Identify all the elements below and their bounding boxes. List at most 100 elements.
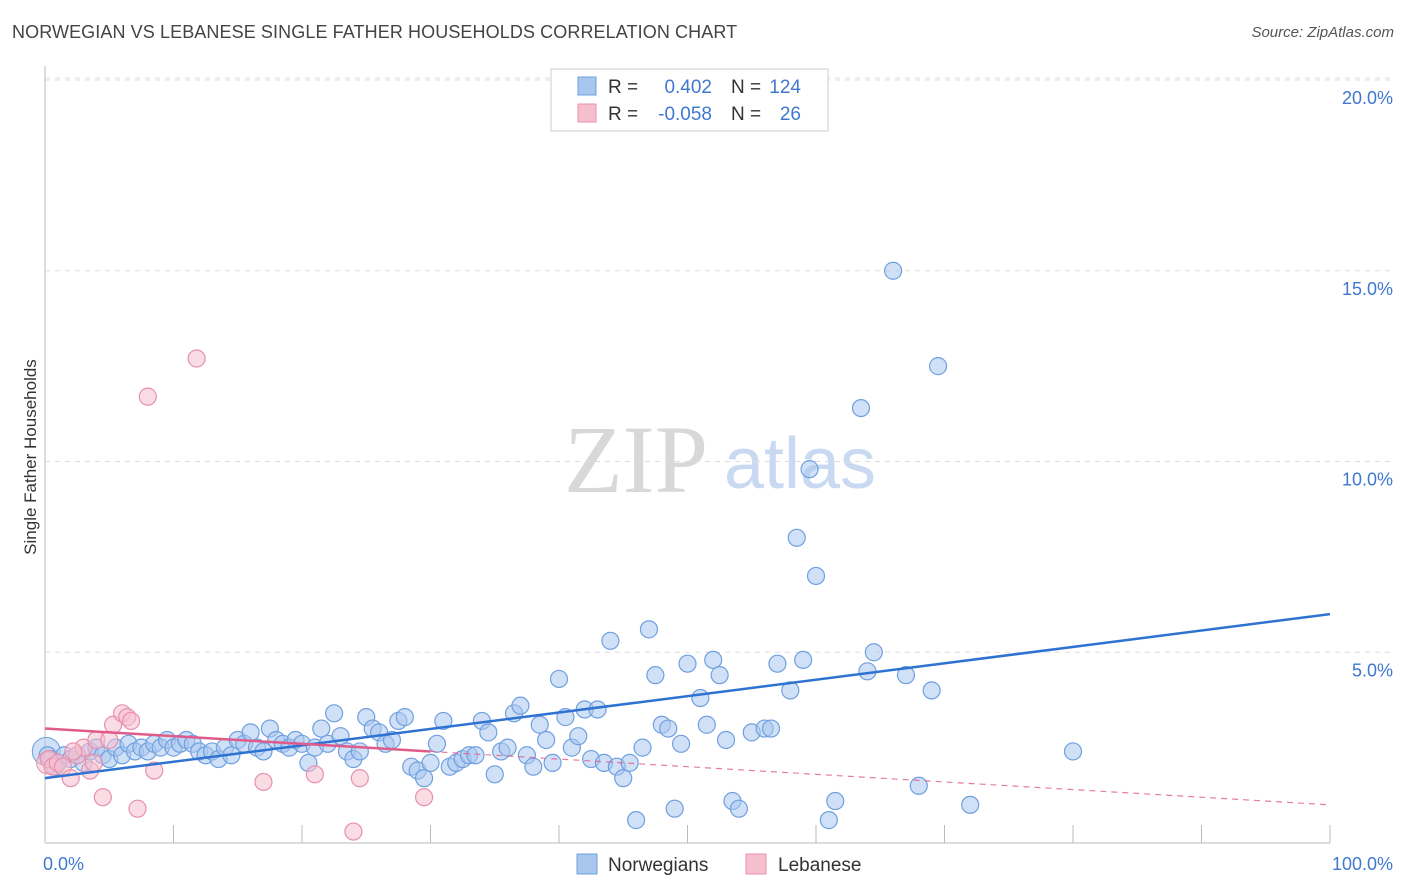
point-lebanese-21 xyxy=(344,822,363,841)
point-norwegians-123 xyxy=(896,666,916,685)
point-norwegians-61 xyxy=(427,734,447,753)
point-norwegians-88 xyxy=(601,631,620,650)
point-norwegians-114 xyxy=(794,650,813,669)
point-lebanese-25 xyxy=(84,753,103,772)
legend-r-value-2: -0.058 xyxy=(658,104,712,125)
point-lebanese-16 xyxy=(145,761,164,780)
point-norwegians-101 xyxy=(691,688,710,708)
series-legend: Norwegians Lebanese xyxy=(576,853,861,876)
point-norwegians-67 xyxy=(466,746,485,765)
point-norwegians-95 xyxy=(646,666,665,685)
series-legend-swatch-lebanese xyxy=(745,853,767,875)
point-norwegians-72 xyxy=(498,738,517,757)
point-lebanese-14 xyxy=(121,711,141,731)
legend-n-value-2: 26 xyxy=(780,104,801,125)
point-norwegians-127 xyxy=(961,795,980,814)
point-lebanese-19 xyxy=(254,772,273,792)
legend-r-label-1: R = xyxy=(608,77,638,98)
series-legend-lebanese: Lebanese xyxy=(778,855,861,876)
point-norwegians-121 xyxy=(864,643,883,662)
point-norwegians-43 xyxy=(312,719,331,738)
chart-title: NORWEGIAN VS LEBANESE SINGLE FATHER HOUS… xyxy=(12,22,738,42)
point-norwegians-62 xyxy=(434,711,453,731)
point-norwegians-90 xyxy=(614,769,633,788)
trend-line-norwegians xyxy=(44,612,1331,780)
point-norwegians-45 xyxy=(325,704,344,723)
point-lebanese-20 xyxy=(305,765,324,784)
legend-n-label-2: N = xyxy=(731,104,761,125)
point-norwegians-98 xyxy=(665,799,684,818)
point-norwegians-59 xyxy=(414,769,434,788)
point-lebanese-9 xyxy=(93,788,112,807)
x-tick-label-max: 100.0% xyxy=(1332,854,1393,874)
gridlines xyxy=(45,77,1390,653)
x-tick-label-min: 0.0% xyxy=(43,854,84,874)
point-norwegians-80 xyxy=(549,669,569,689)
point-lebanese-15 xyxy=(128,799,147,818)
point-norwegians-100 xyxy=(678,654,697,673)
legend-n-label-1: N = xyxy=(731,77,761,98)
x-tick-labels: 0.0% 100.0% xyxy=(43,854,1393,874)
watermark-zip: ZIP xyxy=(564,406,708,513)
axes xyxy=(44,66,1331,844)
point-norwegians-102 xyxy=(697,715,716,734)
point-norwegians-49 xyxy=(350,742,369,761)
point-norwegians-76 xyxy=(524,757,543,776)
watermark-atlas: atlas xyxy=(724,424,876,504)
legend-swatch-lebanese xyxy=(577,103,597,123)
point-norwegians-116 xyxy=(806,566,826,586)
point-norwegians-70 xyxy=(485,765,504,784)
point-norwegians-77 xyxy=(530,715,549,734)
point-norwegians-107 xyxy=(729,799,749,818)
point-norwegians-111 xyxy=(768,654,787,673)
point-lebanese-18 xyxy=(187,349,206,368)
y-tick-labels: 5.0% 10.0% 15.0% 20.0% xyxy=(1342,88,1393,680)
trend-lines xyxy=(44,612,1331,806)
y-tick-label-20: 20.0% xyxy=(1342,88,1393,108)
point-norwegians-126 xyxy=(928,357,948,376)
point-lebanese-24 xyxy=(64,742,83,761)
legend-n-value-1: 124 xyxy=(769,77,801,98)
point-norwegians-103 xyxy=(704,650,723,669)
point-norwegians-115 xyxy=(800,460,819,479)
point-norwegians-92 xyxy=(626,811,646,830)
chart-source: Source: ZipAtlas.com xyxy=(1251,24,1394,41)
point-lebanese-17 xyxy=(138,387,157,406)
point-norwegians-105 xyxy=(716,730,736,750)
point-norwegians-78 xyxy=(537,730,556,750)
point-lebanese-10 xyxy=(100,730,119,750)
trend-line-lebanese-extension xyxy=(430,750,1331,806)
point-lebanese-4 xyxy=(61,769,80,788)
point-norwegians-97 xyxy=(659,719,678,738)
point-norwegians-69 xyxy=(479,723,498,742)
point-norwegians-117 xyxy=(819,811,838,830)
series-legend-swatch-norwegians xyxy=(576,853,598,875)
point-norwegians-124 xyxy=(909,776,928,795)
point-norwegians-113 xyxy=(787,528,806,547)
point-norwegians-94 xyxy=(639,620,659,639)
y-tick-label-15: 15.0% xyxy=(1342,279,1393,299)
point-norwegians-93 xyxy=(633,738,652,757)
point-norwegians-110 xyxy=(761,719,781,738)
point-norwegians-99 xyxy=(671,734,691,753)
trend-line-lebanese xyxy=(44,727,431,753)
legend-r-label-2: R = xyxy=(608,104,638,125)
legend-r-value-1: 0.402 xyxy=(664,77,712,98)
point-norwegians-125 xyxy=(922,681,941,700)
point-norwegians-118 xyxy=(826,791,845,811)
y-tick-label-10: 10.0% xyxy=(1342,470,1393,490)
point-norwegians-56 xyxy=(395,708,414,727)
zipatlas-watermark: ZIP atlas xyxy=(564,406,876,513)
point-norwegians-83 xyxy=(569,727,588,746)
point-norwegians-122 xyxy=(883,261,903,280)
point-norwegians-104 xyxy=(710,666,729,685)
point-norwegians-74 xyxy=(511,696,530,715)
legend-swatch-norwegians xyxy=(577,76,597,96)
stats-legend: R = 0.402 N = 124 R = -0.058 N = 26 xyxy=(550,68,829,132)
data-points xyxy=(31,261,1083,841)
y-tick-label-5: 5.0% xyxy=(1352,660,1393,680)
point-lebanese-23 xyxy=(414,788,434,807)
point-norwegians-79 xyxy=(543,753,562,772)
y-axis-label: Single Father Households xyxy=(21,359,40,555)
